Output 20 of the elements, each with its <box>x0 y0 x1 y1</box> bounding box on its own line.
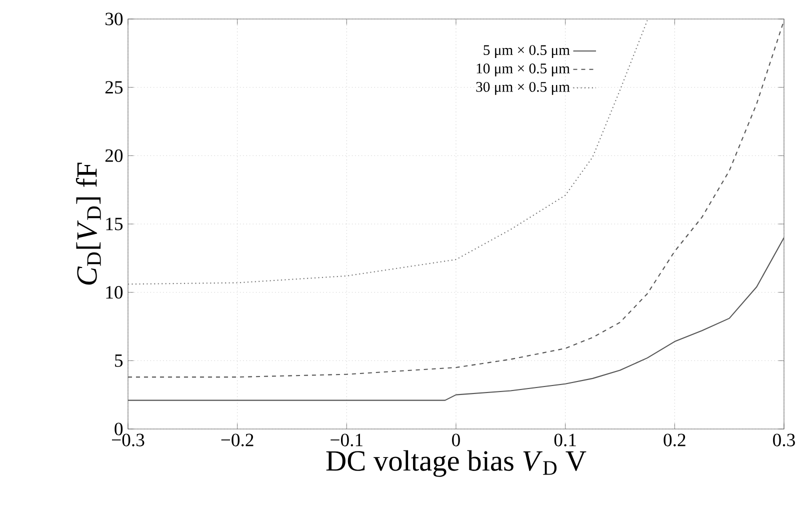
legend-label: 10 μm × 0.5 μm <box>476 64 570 76</box>
line-series <box>128 20 648 285</box>
y-tick-label: 25 <box>105 81 123 94</box>
legend-label: 30 μm × 0.5 μm <box>476 82 570 95</box>
x-axis-title: DC voltage bias V$_{D}$ V <box>326 450 586 477</box>
x-tick-label: 0.3 <box>773 434 795 446</box>
y-tick-label: 5 <box>115 354 123 367</box>
x-tick-label: −0.1 <box>330 434 362 446</box>
x-tick-label: −0.2 <box>221 434 254 446</box>
y-tick-label: 20 <box>105 149 123 162</box>
y-tick-label: 30 <box>106 12 123 26</box>
x-tick-label: −0.3 <box>112 434 144 446</box>
x-tick-label: 0.1 <box>554 434 576 446</box>
y-axis-title: C$_{D}$[V$_{D}$] fF <box>76 162 101 285</box>
x-tick-label: 0 <box>452 434 460 446</box>
x-tick-label: 0.2 <box>664 434 686 446</box>
legend-label: 5 μm × 0.5 μm <box>484 45 570 58</box>
y-tick-label: 0 <box>114 422 123 436</box>
y-tick-label: 10 <box>106 286 123 299</box>
y-tick-label: 15 <box>106 218 123 230</box>
